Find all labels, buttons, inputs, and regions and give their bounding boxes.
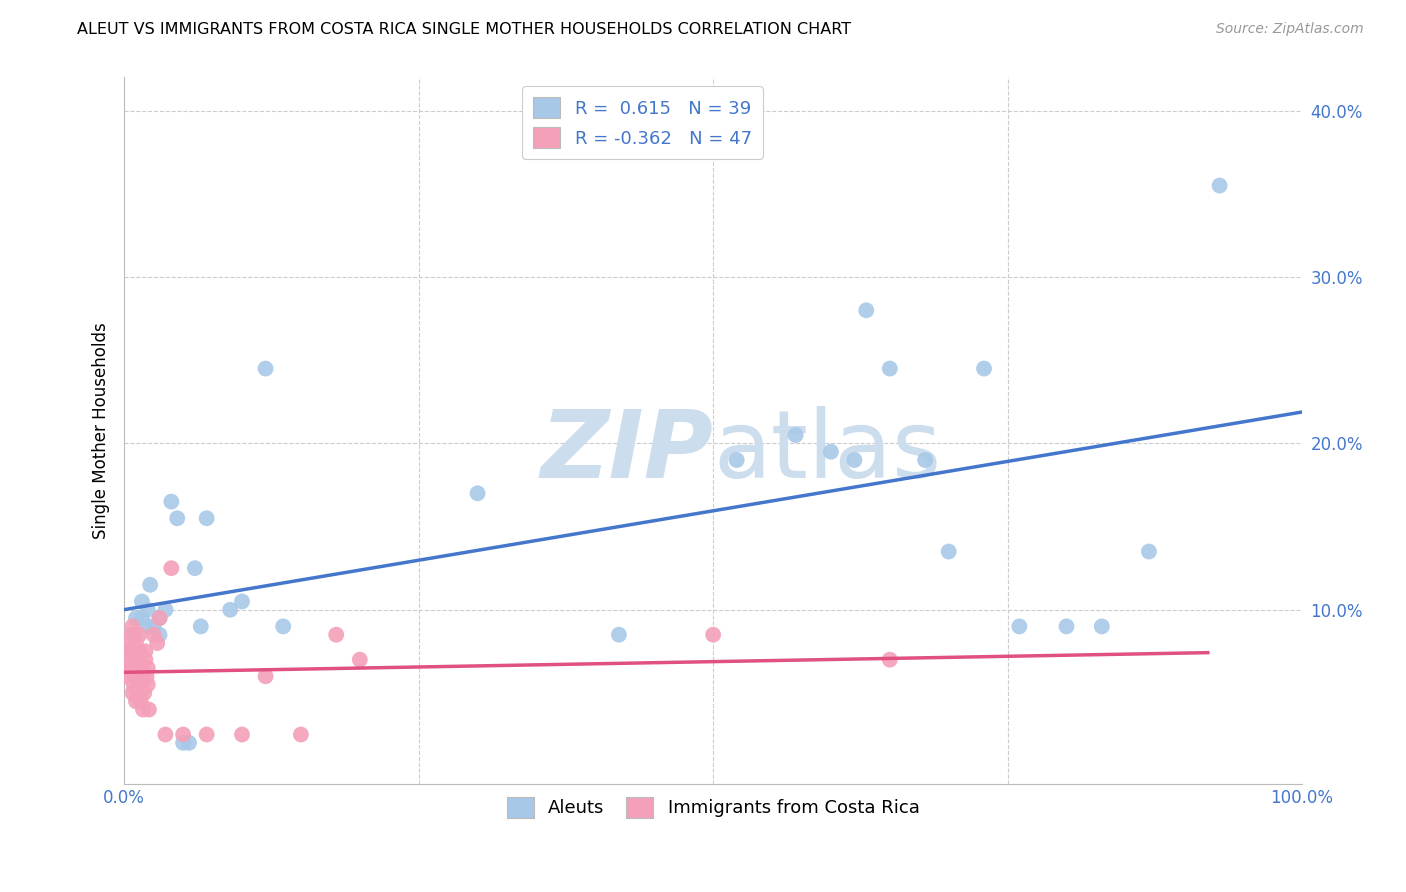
Point bbox=[132, 702, 155, 716]
Point bbox=[131, 678, 153, 692]
Point bbox=[290, 727, 312, 741]
Point bbox=[122, 669, 145, 683]
Point bbox=[120, 636, 142, 650]
Point bbox=[136, 603, 159, 617]
Point bbox=[160, 561, 183, 575]
Point bbox=[121, 619, 143, 633]
Point bbox=[117, 653, 139, 667]
Point bbox=[127, 678, 149, 692]
Point bbox=[231, 594, 253, 608]
Point bbox=[785, 428, 807, 442]
Point bbox=[124, 661, 146, 675]
Point bbox=[125, 611, 148, 625]
Point bbox=[855, 303, 877, 318]
Point bbox=[219, 603, 242, 617]
Point bbox=[973, 361, 995, 376]
Point bbox=[118, 661, 141, 675]
Point bbox=[844, 453, 866, 467]
Point bbox=[1008, 619, 1031, 633]
Point bbox=[271, 619, 294, 633]
Point bbox=[136, 619, 159, 633]
Point bbox=[231, 727, 253, 741]
Point bbox=[146, 636, 169, 650]
Point bbox=[124, 644, 146, 658]
Text: ZIP: ZIP bbox=[540, 406, 713, 498]
Point bbox=[254, 669, 277, 683]
Point bbox=[467, 486, 489, 500]
Point bbox=[131, 669, 153, 683]
Point bbox=[190, 619, 212, 633]
Point bbox=[184, 561, 207, 575]
Point bbox=[131, 594, 153, 608]
Point bbox=[349, 653, 371, 667]
Point bbox=[177, 736, 200, 750]
Point bbox=[122, 628, 145, 642]
Point bbox=[127, 686, 149, 700]
Point bbox=[160, 494, 183, 508]
Point bbox=[325, 628, 347, 642]
Point bbox=[155, 603, 177, 617]
Point bbox=[148, 628, 170, 642]
Text: atlas: atlas bbox=[713, 406, 942, 498]
Point bbox=[1056, 619, 1078, 633]
Point bbox=[122, 678, 145, 692]
Point bbox=[172, 736, 194, 750]
Point bbox=[136, 678, 159, 692]
Point bbox=[607, 628, 630, 642]
Point bbox=[115, 644, 138, 658]
Point bbox=[142, 628, 165, 642]
Point bbox=[129, 694, 152, 708]
Text: ALEUT VS IMMIGRANTS FROM COSTA RICA SINGLE MOTHER HOUSEHOLDS CORRELATION CHART: ALEUT VS IMMIGRANTS FROM COSTA RICA SING… bbox=[77, 22, 852, 37]
Point bbox=[254, 361, 277, 376]
Point bbox=[172, 727, 194, 741]
Point bbox=[128, 628, 150, 642]
Point bbox=[125, 694, 148, 708]
Point bbox=[820, 444, 842, 458]
Point bbox=[132, 661, 155, 675]
Point bbox=[1137, 544, 1160, 558]
Point bbox=[120, 628, 142, 642]
Point bbox=[139, 578, 162, 592]
Point bbox=[114, 669, 136, 683]
Point bbox=[125, 636, 148, 650]
Point bbox=[120, 661, 142, 675]
Point bbox=[138, 702, 160, 716]
Point bbox=[120, 644, 142, 658]
Point bbox=[128, 644, 150, 658]
Point bbox=[879, 653, 901, 667]
Point bbox=[134, 644, 156, 658]
Point bbox=[938, 544, 960, 558]
Point bbox=[195, 511, 218, 525]
Point bbox=[1091, 619, 1114, 633]
Point bbox=[914, 453, 936, 467]
Point bbox=[129, 686, 152, 700]
Point bbox=[131, 611, 153, 625]
Point bbox=[134, 653, 156, 667]
Point bbox=[127, 653, 149, 667]
Point bbox=[702, 628, 724, 642]
Point bbox=[136, 661, 159, 675]
Point bbox=[121, 686, 143, 700]
Point bbox=[148, 611, 170, 625]
Point bbox=[166, 511, 188, 525]
Legend: Aleuts, Immigrants from Costa Rica: Aleuts, Immigrants from Costa Rica bbox=[499, 789, 927, 825]
Point bbox=[879, 361, 901, 376]
Point bbox=[148, 611, 170, 625]
Point bbox=[195, 727, 218, 741]
Point bbox=[142, 619, 165, 633]
Point bbox=[155, 727, 177, 741]
Point bbox=[135, 669, 157, 683]
Point bbox=[1208, 178, 1230, 193]
Point bbox=[134, 686, 156, 700]
Text: Source: ZipAtlas.com: Source: ZipAtlas.com bbox=[1216, 22, 1364, 37]
Y-axis label: Single Mother Households: Single Mother Households bbox=[93, 323, 110, 540]
Point bbox=[725, 453, 748, 467]
